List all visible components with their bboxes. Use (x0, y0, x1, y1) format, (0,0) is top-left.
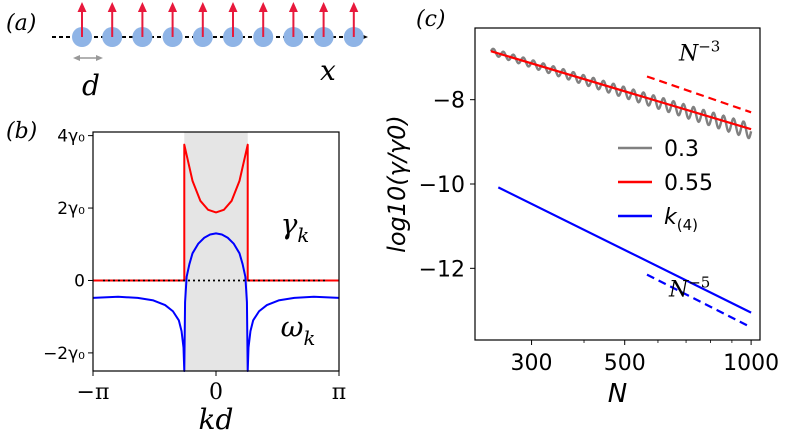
dipole-arrowhead (77, 2, 87, 12)
x-tick-label: 300 (511, 351, 553, 376)
legend-label: 0.3 (664, 137, 699, 162)
y-tick-label: −8 (433, 89, 465, 114)
dipole-arrowhead (198, 2, 208, 12)
spacing-label: d (82, 69, 100, 102)
spacing-marker (73, 55, 103, 61)
legend-label-sub: (4) (677, 216, 698, 234)
dipole-arrowhead (258, 2, 268, 12)
dipole-arrowhead (349, 2, 359, 12)
ref-label-exponent: −3 (698, 37, 720, 55)
axis-label-x: x (320, 54, 336, 87)
ref-line-n-5 (646, 273, 752, 329)
legend-label: k(4) (664, 205, 698, 234)
dipole-arrowhead (168, 2, 178, 12)
gamma-k-label: γk (281, 207, 310, 246)
panel-c-label: (c) (416, 7, 446, 32)
atom-chain (72, 2, 364, 47)
x-tick-label: 0 (209, 380, 223, 405)
panel-b-label: (b) (6, 119, 37, 144)
dipole-arrowhead (228, 2, 238, 12)
gamma-k-label-sub: k (297, 224, 309, 247)
ref-label-n-3: N−3 (678, 37, 720, 66)
omega-k-label-main: ω (281, 311, 304, 344)
y-axis-label: log10(γ/γ0) (383, 115, 411, 253)
series-k4-line (497, 186, 752, 314)
panel-a-label: (a) (6, 11, 36, 36)
series-0-55-line (490, 50, 752, 131)
legend-label: 0.55 (664, 171, 713, 196)
y-tick-label: −12 (419, 257, 465, 282)
y-tick-label: −10 (419, 173, 465, 198)
dipole-arrowhead (288, 2, 298, 12)
dipole-arrowhead (107, 2, 117, 12)
x-axis-label: N (608, 379, 627, 409)
gamma-k-curve (93, 143, 339, 282)
plot-frame (474, 27, 761, 341)
omega-k-label: ωk (281, 311, 316, 350)
omega-k-curve (93, 232, 339, 372)
x-tick-label: −π (77, 380, 110, 405)
ref-label-base: N (678, 41, 699, 66)
x-tick-label: 500 (604, 351, 646, 376)
shaded-region (184, 132, 248, 371)
y-tick-label: −2γ₀ (43, 344, 85, 364)
y-tick-label: 2γ₀ (57, 199, 85, 219)
x-tick-label: 1000 (723, 351, 779, 376)
y-tick-label: 0 (74, 271, 85, 291)
omega-k-label-sub: k (303, 327, 315, 350)
ref-label-n-5: N−5 (668, 274, 710, 303)
gamma-k-label-main: γ (281, 207, 298, 240)
ref-line-n-3 (646, 75, 752, 114)
panel-a: (a) d x (6, 2, 368, 102)
ref-label-exponent: −5 (688, 274, 710, 292)
x-tick-label: π (332, 380, 346, 405)
ref-label-base: N (668, 278, 689, 303)
dipole-arrowhead (319, 2, 329, 12)
legend-label-main: k (664, 205, 678, 230)
y-tick-label: 4γ₀ (57, 127, 85, 147)
dipole-arrowhead (137, 2, 147, 12)
x-axis-label: kd (199, 403, 234, 436)
